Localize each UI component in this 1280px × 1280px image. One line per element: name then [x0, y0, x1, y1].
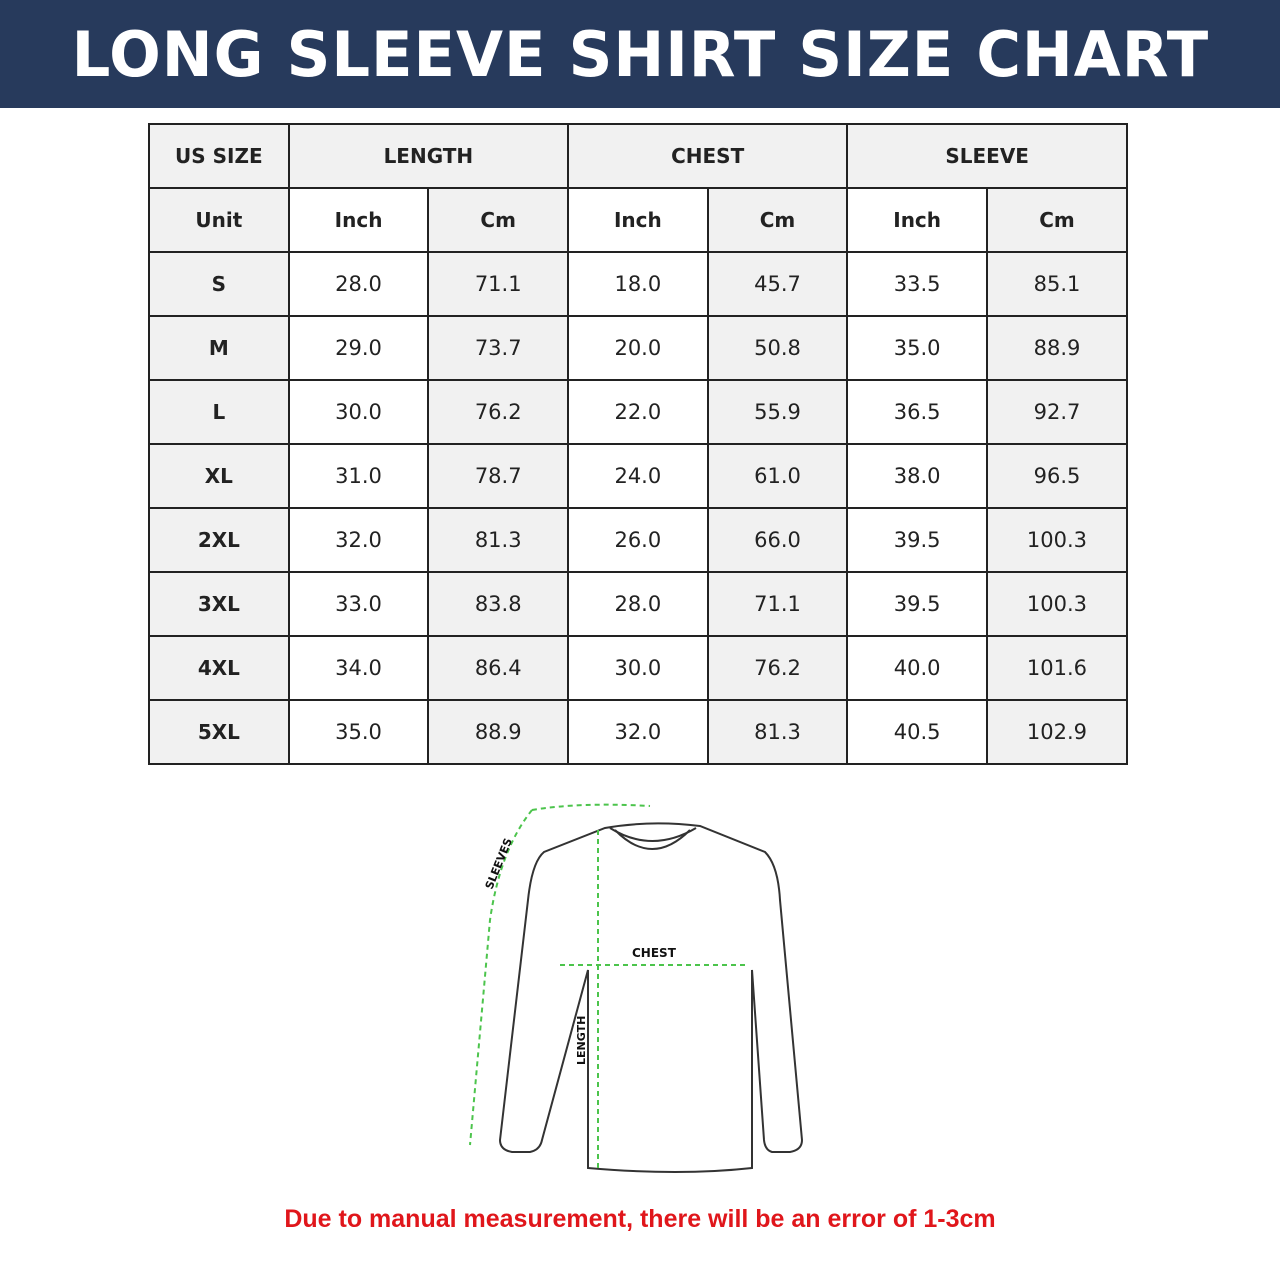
value-cell: 33.0	[287, 571, 430, 637]
value-cell: 73.7	[427, 315, 570, 381]
value-cell: 78.7	[427, 443, 570, 509]
header-chest: CHEST	[567, 123, 849, 189]
value-cell: 100.3	[985, 507, 1129, 573]
size-cell: L	[148, 379, 290, 445]
group-header-row: US SIZE LENGTH CHEST SLEEVE	[148, 123, 1128, 189]
shirt-diagram: SLEEVES CHEST LENGTH	[469, 803, 804, 1173]
value-cell: 66.0	[706, 507, 849, 573]
value-cell: 88.9	[427, 699, 570, 765]
size-cell: S	[148, 251, 290, 317]
value-cell: 81.3	[427, 507, 570, 573]
value-cell: 35.0	[846, 315, 988, 381]
value-cell: 85.1	[985, 251, 1129, 317]
length-label: LENGTH	[575, 1016, 588, 1065]
header-sleeve: SLEEVE	[846, 123, 1128, 189]
value-cell: 38.0	[846, 443, 988, 509]
value-cell: 24.0	[567, 443, 709, 509]
table-row: M 29.0 73.7 20.0 50.8 35.0 88.9	[148, 315, 1129, 381]
sleeve-arrow	[531, 803, 651, 811]
size-cell: 4XL	[148, 635, 290, 701]
unit-row: Unit Inch Cm Inch Cm Inch Cm	[148, 187, 1129, 253]
size-cell: M	[148, 315, 290, 381]
value-cell: 28.0	[287, 251, 430, 317]
table-row: L 30.0 76.2 22.0 55.9 36.5 92.7	[148, 379, 1129, 445]
value-cell: 71.1	[427, 251, 570, 317]
value-cell: 18.0	[567, 251, 709, 317]
value-cell: 45.7	[706, 251, 849, 317]
sleeve-arrow-2	[469, 809, 533, 1146]
unit-inch: Inch	[567, 187, 709, 253]
value-cell: 36.5	[846, 379, 988, 445]
table-row: 5XL 35.0 88.9 32.0 81.3 40.5 102.9	[148, 699, 1129, 765]
value-cell: 100.3	[985, 571, 1129, 637]
value-cell: 22.0	[567, 379, 709, 445]
sleeves-label: SLEEVES	[483, 836, 515, 891]
value-cell: 61.0	[706, 443, 849, 509]
value-cell: 88.9	[985, 315, 1129, 381]
value-cell: 71.1	[706, 571, 849, 637]
value-cell: 34.0	[287, 635, 430, 701]
table-row: 3XL 33.0 83.8 28.0 71.1 39.5 100.3	[148, 571, 1129, 637]
table-row: 4XL 34.0 86.4 30.0 76.2 40.0 101.6	[148, 635, 1129, 701]
header-us-size: US SIZE	[148, 123, 290, 189]
unit-cm: Cm	[706, 187, 849, 253]
table-row: 2XL 32.0 81.3 26.0 66.0 39.5 100.3	[148, 507, 1129, 573]
unit-inch: Inch	[846, 187, 988, 253]
value-cell: 81.3	[706, 699, 849, 765]
title-banner: LONG SLEEVE SHIRT SIZE CHART	[0, 0, 1280, 108]
value-cell: 39.5	[846, 571, 988, 637]
size-cell: 2XL	[148, 507, 290, 573]
value-cell: 39.5	[846, 507, 988, 573]
chest-label: CHEST	[632, 946, 677, 960]
value-cell: 32.0	[287, 507, 430, 573]
value-cell: 96.5	[985, 443, 1129, 509]
value-cell: 76.2	[706, 635, 849, 701]
value-cell: 102.9	[985, 699, 1129, 765]
value-cell: 55.9	[706, 379, 849, 445]
value-cell: 101.6	[985, 635, 1129, 701]
value-cell: 50.8	[706, 315, 849, 381]
shirt-outline	[498, 822, 804, 1173]
value-cell: 30.0	[567, 635, 709, 701]
value-cell: 83.8	[427, 571, 570, 637]
value-cell: 20.0	[567, 315, 709, 381]
table-row: S 28.0 71.1 18.0 45.7 33.5 85.1	[148, 251, 1129, 317]
value-cell: 40.5	[846, 699, 988, 765]
value-cell: 92.7	[985, 379, 1129, 445]
size-table: US SIZE LENGTH CHEST SLEEVE Unit Inch Cm…	[148, 123, 1129, 765]
value-cell: 86.4	[427, 635, 570, 701]
value-cell: 40.0	[846, 635, 988, 701]
value-cell: 35.0	[287, 699, 430, 765]
value-cell: 33.5	[846, 251, 988, 317]
unit-cm: Cm	[985, 187, 1129, 253]
unit-cm: Cm	[427, 187, 570, 253]
value-cell: 30.0	[287, 379, 430, 445]
value-cell: 32.0	[567, 699, 709, 765]
value-cell: 26.0	[567, 507, 709, 573]
measurement-note: Due to manual measurement, there will be…	[284, 1205, 996, 1233]
value-cell: 76.2	[427, 379, 570, 445]
unit-label: Unit	[148, 187, 290, 253]
value-cell: 31.0	[287, 443, 430, 509]
size-cell: 3XL	[148, 571, 290, 637]
page-title: LONG SLEEVE SHIRT SIZE CHART	[71, 17, 1209, 91]
header-length: LENGTH	[287, 123, 570, 189]
value-cell: 28.0	[567, 571, 709, 637]
value-cell: 29.0	[287, 315, 430, 381]
measure-arrows	[469, 803, 748, 1168]
size-cell: XL	[148, 443, 290, 509]
table-row: XL 31.0 78.7 24.0 61.0 38.0 96.5	[148, 443, 1129, 509]
size-cell: 5XL	[148, 699, 290, 765]
unit-inch: Inch	[287, 187, 430, 253]
